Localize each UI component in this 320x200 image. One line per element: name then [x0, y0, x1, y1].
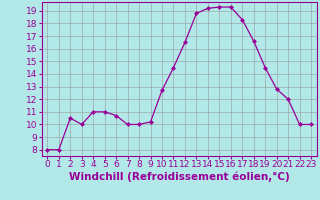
X-axis label: Windchill (Refroidissement éolien,°C): Windchill (Refroidissement éolien,°C)	[69, 172, 290, 182]
